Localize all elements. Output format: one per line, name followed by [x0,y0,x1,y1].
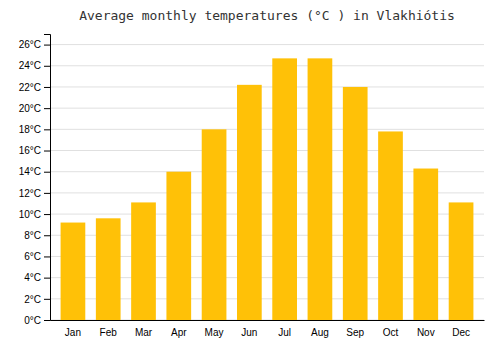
tick-mark [44,193,50,194]
tick: Nov [417,327,435,338]
bar [413,169,438,320]
tick-label: Jul [278,327,291,338]
tick-label: 20°C [19,103,41,114]
tick-label: 24°C [19,60,41,71]
tick-label: 16°C [19,145,41,156]
tick-label: Apr [171,327,187,338]
tick: 26°C [19,39,50,50]
tick-label: 26°C [19,39,41,50]
tick: Mar [135,327,153,338]
tick: 12°C [19,188,50,199]
tick-label: Jan [65,327,81,338]
tick: 22°C [19,82,50,93]
tick-mark [44,320,50,321]
tick: 16°C [19,145,50,156]
bar [449,202,474,320]
tick-mark [44,129,50,130]
tick: Sep [346,327,364,338]
tick-label: 4°C [24,272,41,283]
bar [96,218,121,320]
tick-mark [44,214,50,215]
y-axis: 0°C 2°C 4°C 6°C 8°C 10°C 12°C 14°C 16°C 18°C 20°C 2… [19,35,51,326]
tick: Feb [100,327,118,338]
title: Average monthly temperatures (°C ) in Vl… [79,8,455,23]
tick: 4°C [24,272,50,283]
tick: Jun [241,327,257,338]
tick-mark [44,172,50,173]
chart: 0°C 2°C 4°C 6°C 8°C 10°C 12°C 14°C 16°C 18°C 20°C 2… [0,0,500,350]
tick: 18°C [19,124,50,135]
tick: Oct [383,327,399,338]
tick: 24°C [19,60,50,71]
bar [61,223,86,320]
tick: May [205,327,224,338]
tick: Apr [171,327,187,338]
tick: 20°C [19,103,50,114]
tick-label: Feb [100,327,118,338]
tick: Dec [452,327,470,338]
grid-line [50,65,484,66]
tick-mark [44,256,50,257]
grid-line [50,150,484,151]
bar [202,129,227,320]
grid-line [50,129,484,130]
tick: 0°C [24,315,50,326]
tick-mark [44,299,50,300]
tick: 8°C [24,230,50,241]
tick: 10°C [19,209,50,220]
bar [131,202,156,320]
tick-mark [44,87,50,88]
tick-mark [44,45,50,46]
grid-line [50,108,484,109]
axis-line [51,320,485,321]
tick-mark [44,278,50,279]
tick-label: Aug [311,327,329,338]
tick-mark [44,151,50,152]
tick-label: 22°C [19,82,41,93]
tick-label: 12°C [19,188,41,199]
axis-line [44,35,51,321]
grid-line [50,44,484,45]
tick-label: 2°C [24,294,41,305]
tick: 6°C [24,251,50,262]
bar [166,172,191,320]
bar [237,85,262,320]
tick: 2°C [24,294,50,305]
tick-label: 18°C [19,124,41,135]
tick-mark [44,108,50,109]
tick-label: May [205,327,224,338]
tick-label: 8°C [24,230,41,241]
tick-label: Jun [241,327,257,338]
tick: Jan [65,327,81,338]
bar [378,131,403,320]
tick-label: 10°C [19,209,41,220]
tick-label: Nov [417,327,435,338]
bar [308,58,333,320]
tick-label: Dec [452,327,470,338]
tick: 14°C [19,166,50,177]
bars [61,58,474,320]
tick-label: 0°C [24,315,41,326]
tick: Jul [278,327,291,338]
bar [272,58,297,320]
tick-label: Mar [135,327,153,338]
tick-label: Sep [346,327,364,338]
tick-mark [44,66,50,67]
tick-label: Oct [383,327,399,338]
x-axis: Jan Feb Mar Apr May Jun Jul Aug Sep Oct Nov Dec [51,321,485,339]
tick: Aug [311,327,329,338]
grid-line [50,86,484,87]
bar [343,87,368,320]
grid [50,45,484,320]
plot: 0°C 2°C 4°C 6°C 8°C 10°C 12°C 14°C 16°C 18°C 20°C 2… [19,35,485,339]
tick-label: 14°C [19,166,41,177]
tick-label: 6°C [24,251,41,262]
tick-mark [44,235,50,236]
